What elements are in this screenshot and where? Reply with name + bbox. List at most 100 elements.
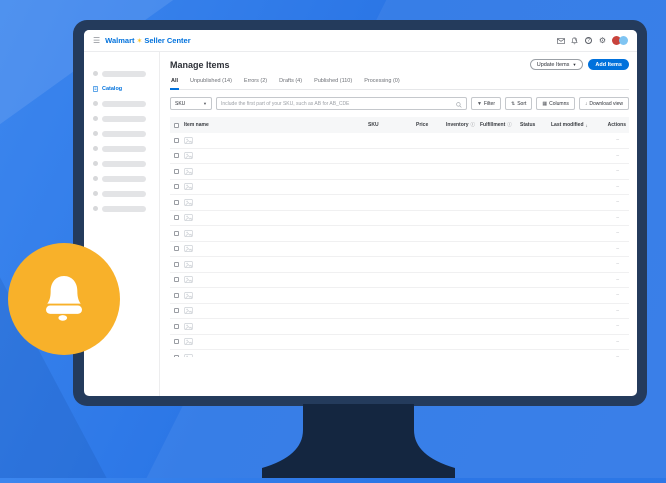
table-row[interactable]: –	[170, 179, 629, 195]
table-row[interactable]: –	[170, 226, 629, 242]
item-image-placeholder-icon	[184, 276, 198, 284]
tab-all[interactable]: All	[170, 78, 180, 90]
row-actions-button[interactable]: –	[616, 292, 619, 299]
row-actions-button[interactable]: –	[616, 307, 619, 314]
row-actions-button[interactable]: –	[616, 199, 619, 206]
download-icon: ↓	[584, 100, 588, 107]
table-row[interactable]: –	[170, 195, 629, 211]
row-checkbox[interactable]	[174, 215, 179, 221]
row-actions-button[interactable]: –	[616, 168, 619, 175]
row-checkbox[interactable]	[174, 168, 179, 174]
update-items-button[interactable]: Update Items ▼	[529, 59, 584, 70]
monitor-stand	[242, 404, 472, 478]
sort-button[interactable]: ⇅ Sort	[505, 97, 533, 110]
table-row[interactable]: –	[170, 133, 629, 149]
search-field-selector[interactable]: SKU ▼	[170, 97, 212, 110]
row-actions-button[interactable]: –	[616, 152, 619, 159]
title-actions: Update Items ▼ Add Items	[529, 59, 629, 70]
table-row[interactable]: –	[170, 288, 629, 304]
row-checkbox[interactable]	[174, 137, 179, 143]
row-checkbox[interactable]	[174, 277, 179, 283]
search-input[interactable]	[221, 100, 456, 107]
table-row[interactable]: –	[170, 164, 629, 180]
row-checkbox[interactable]	[174, 292, 179, 298]
select-all-checkbox[interactable]	[174, 122, 179, 128]
row-checkbox[interactable]	[174, 230, 179, 236]
page-title: Manage Items	[170, 59, 230, 70]
column-header-fulfillment: Fulfillment ⓘ	[480, 122, 512, 128]
sidebar-skeleton-icon	[93, 131, 98, 136]
row-checkbox[interactable]	[174, 339, 179, 345]
mail-icon[interactable]	[556, 36, 565, 45]
sidebar-item-catalog[interactable]: Catalog	[84, 81, 159, 96]
walmart-seller-center-logo[interactable]: Walmart ✶ Seller Center	[105, 36, 190, 45]
table-row[interactable]: –	[170, 334, 629, 350]
table-row[interactable]: –	[170, 241, 629, 257]
hamburger-menu-icon[interactable]: ☰	[93, 35, 101, 45]
sidebar-skeleton-item	[84, 186, 159, 201]
columns-button[interactable]: ▦ Columns	[536, 97, 575, 110]
add-items-button[interactable]: Add Items	[588, 59, 629, 70]
sidebar-skeleton-label	[102, 160, 146, 167]
chevron-down-icon: ▼	[572, 62, 577, 67]
row-actions-button[interactable]: –	[616, 276, 619, 283]
sidebar-skeleton-label	[102, 175, 146, 182]
row-checkbox[interactable]	[174, 261, 179, 267]
item-image-placeholder-icon	[184, 167, 198, 175]
items-table: Item name SKU Price Inventory ⓘ Fulfillment ⓘ S…	[170, 117, 629, 357]
avatar-circle-red	[612, 36, 621, 45]
account-avatar[interactable]	[612, 36, 628, 45]
item-image-placeholder-icon	[184, 291, 198, 299]
help-icon[interactable]: ?	[584, 36, 593, 45]
table-row[interactable]: –	[170, 272, 629, 288]
tab-errors-2[interactable]: Errors (2)	[243, 78, 268, 84]
row-actions-button[interactable]: –	[616, 183, 619, 190]
row-actions-button[interactable]: –	[616, 230, 619, 237]
row-checkbox[interactable]	[174, 199, 179, 205]
row-actions-button[interactable]: –	[616, 245, 619, 252]
settings-icon[interactable]: ⚙	[598, 35, 607, 45]
sidebar-skeleton-icon	[93, 116, 98, 121]
row-checkbox[interactable]	[174, 184, 179, 190]
info-icon[interactable]: ⓘ	[470, 122, 476, 127]
filter-button[interactable]: ▼ Filter	[470, 97, 502, 110]
search-icon[interactable]	[456, 95, 462, 113]
row-checkbox[interactable]	[174, 323, 179, 329]
sidebar-skeleton-item	[84, 156, 159, 171]
sidebar-skeleton-label	[102, 145, 146, 152]
table-row[interactable]: –	[170, 350, 629, 357]
table-row[interactable]: –	[170, 210, 629, 226]
row-checkbox[interactable]	[174, 153, 179, 159]
tab-processing-0[interactable]: Processing (0)	[364, 78, 400, 84]
table-row[interactable]: –	[170, 148, 629, 164]
info-icon[interactable]: ⓘ	[507, 122, 512, 127]
table-row[interactable]: –	[170, 303, 629, 319]
sidebar-skeleton-item	[84, 201, 159, 216]
row-checkbox[interactable]	[174, 308, 179, 314]
sidebar-skeleton-item	[84, 141, 159, 156]
row-actions-button[interactable]: –	[616, 261, 619, 268]
tab-published-110[interactable]: Published (110)	[314, 78, 353, 84]
row-actions-button[interactable]: –	[616, 323, 619, 330]
sidebar-skeleton-item	[84, 171, 159, 186]
tab-unpublished-14[interactable]: Unpublished (14)	[190, 78, 232, 84]
row-actions-button[interactable]: –	[616, 338, 619, 345]
row-actions-button[interactable]: –	[616, 137, 619, 144]
table-row[interactable]: –	[170, 319, 629, 335]
row-checkbox[interactable]	[174, 354, 179, 357]
sidebar-skeleton-label	[102, 100, 146, 107]
row-actions-button[interactable]: –	[601, 354, 629, 357]
sidebar-skeleton-icon	[93, 191, 98, 196]
app-header: ☰ Walmart ✶ Seller Center ? ⚙	[84, 30, 637, 52]
download-view-button[interactable]: ↓ Download view	[578, 97, 629, 110]
item-image-placeholder-icon	[184, 245, 198, 253]
table-row[interactable]: –	[170, 257, 629, 273]
sort-icon: ⇅	[511, 100, 516, 107]
column-header-last-modified[interactable]: Last modified ↓	[551, 122, 588, 128]
row-actions-button[interactable]: –	[616, 214, 619, 221]
tab-drafts-4[interactable]: Drafts (4)	[279, 78, 303, 84]
monitor-stand-shape	[262, 404, 455, 478]
item-image-placeholder-icon	[184, 214, 198, 222]
bell-icon[interactable]	[570, 36, 579, 45]
row-checkbox[interactable]	[174, 246, 179, 252]
